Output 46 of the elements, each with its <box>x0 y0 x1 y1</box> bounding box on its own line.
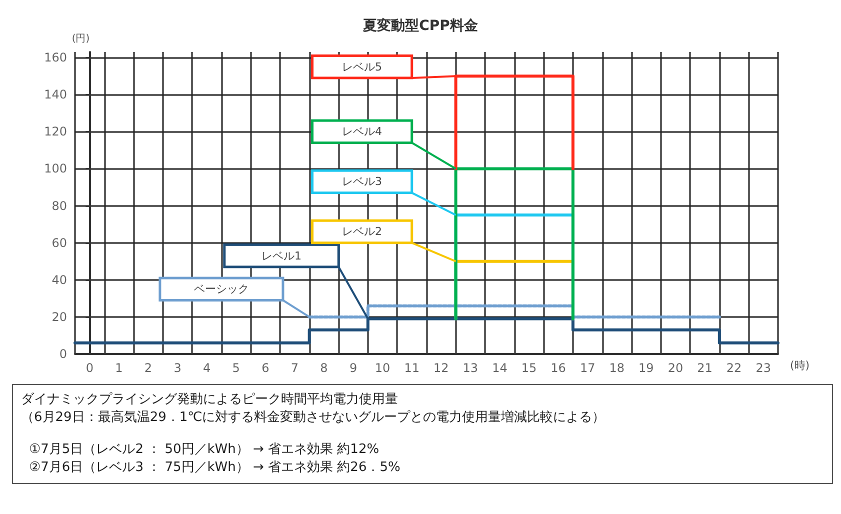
x-tick-label: 9 <box>349 361 358 375</box>
x-tick-label: 11 <box>404 361 420 375</box>
y-tick-label: 40 <box>52 272 67 287</box>
x-tick-label: 7 <box>290 361 299 375</box>
y-tick-label: 140 <box>44 88 67 102</box>
y-tick-label: 160 <box>44 50 67 65</box>
x-tick-label: 12 <box>434 361 449 375</box>
x-tick-label: 15 <box>521 361 537 375</box>
x-tick-label: 18 <box>609 361 625 375</box>
x-tick-label: 17 <box>580 361 596 375</box>
x-tick-label: 21 <box>697 361 712 375</box>
x-tick-label: 20 <box>668 361 684 375</box>
text: レベル3 <box>342 175 382 188</box>
y-tick-label: 0 <box>59 347 67 361</box>
text: レベル5 <box>342 60 382 74</box>
x-tick-label: 3 <box>174 361 182 375</box>
x-tick-label: 10 <box>374 361 390 375</box>
x-tick-label: 16 <box>550 361 566 375</box>
text: （6月29日：最高気温29．1℃に対する料金変動させないグループとの電力使用量増減比較による） <box>21 409 606 427</box>
y-tick-label: 120 <box>44 124 67 139</box>
x-tick-label: 0 <box>86 361 94 375</box>
x-tick-label: 1 <box>115 361 123 375</box>
x-tick-label: 23 <box>756 361 771 375</box>
x-axis-title: (時) <box>790 359 810 372</box>
chart-title: 夏変動型CPP料金 <box>362 17 479 34</box>
x-tick-label: 4 <box>202 361 211 375</box>
text: ベーシック <box>194 282 249 296</box>
text: レベル1 <box>262 249 302 262</box>
text: レベル4 <box>342 125 382 138</box>
y-tick-label: 60 <box>52 236 67 250</box>
x-tick-label: 6 <box>262 361 270 375</box>
x-tick-label: 8 <box>320 361 328 375</box>
text: ①7月5日（レベル2 ： 50円／kWh） → 省エネ効果 約12% <box>28 441 380 459</box>
x-tick-label: 13 <box>462 361 478 375</box>
text: レベル2 <box>342 225 382 238</box>
text: ②7月6日（レベル3 ： 75円／kWh） → 省エネ効果 約26．5% <box>28 459 402 477</box>
x-tick-label: 19 <box>638 361 654 375</box>
y-tick-label: 20 <box>52 310 67 324</box>
text: ダイナミックプライシング発動によるピーク時間平均電力使用量 <box>21 391 399 409</box>
x-tick-label: 5 <box>232 361 240 375</box>
x-tick-label: 22 <box>726 361 742 375</box>
x-tick-label: 2 <box>144 361 152 375</box>
y-tick-label: 80 <box>52 198 67 213</box>
y-axis-title: (円) <box>72 34 90 44</box>
y-tick-label: 100 <box>44 162 67 176</box>
x-tick-label: 14 <box>492 361 508 375</box>
